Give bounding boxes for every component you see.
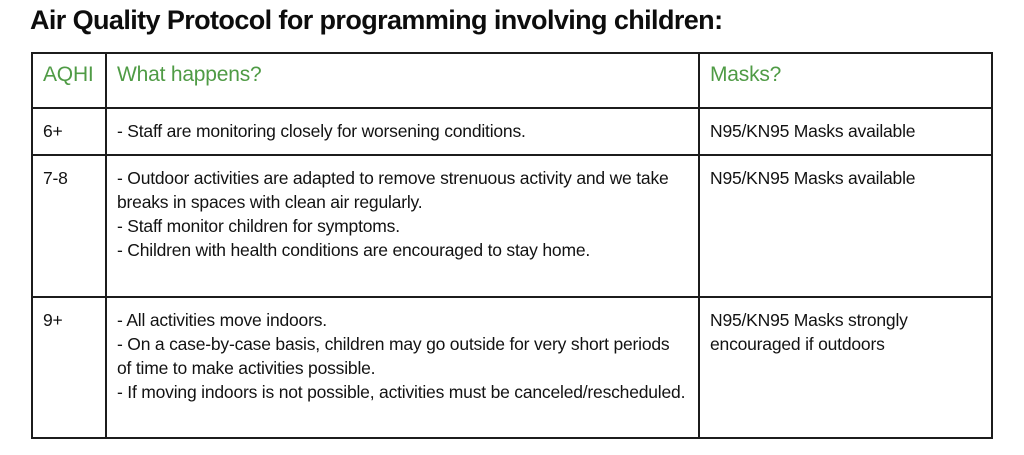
table-header-row: AQHI What happens? Masks?: [31, 52, 993, 109]
air-quality-table: AQHI What happens? Masks? 6+ - Staff are…: [31, 52, 993, 439]
table-row-aqhi-9plus: 9+ - All activities move indoors. - On a…: [31, 296, 993, 439]
bullet-item: - Outdoor activities are adapted to remo…: [117, 168, 669, 212]
header-masks: Masks?: [698, 52, 993, 109]
bullet-item: - On a case-by-case basis, children may …: [117, 334, 670, 378]
what-happens-cell: - All activities move indoors. - On a ca…: [105, 296, 700, 439]
what-happens-cell: - Staff are monitoring closely for worse…: [105, 107, 700, 156]
page-title: Air Quality Protocol for programming inv…: [30, 5, 723, 35]
masks-cell: N95/KN95 Masks available: [698, 154, 993, 298]
header-aqhi: AQHI: [31, 52, 107, 109]
bullet-item: - If moving indoors is not possible, act…: [117, 382, 686, 402]
masks-cell: N95/KN95 Masks strongly encouraged if ou…: [698, 296, 993, 439]
aqhi-value: 7-8: [31, 154, 107, 298]
table-row-aqhi-7-8: 7-8 - Outdoor activities are adapted to …: [31, 154, 993, 298]
bullet-item: - All activities move indoors.: [117, 310, 327, 330]
bullet-item: - Children with health conditions are en…: [117, 240, 591, 260]
what-happens-cell: - Outdoor activities are adapted to remo…: [105, 154, 700, 298]
aqhi-value: 6+: [31, 107, 107, 156]
aqhi-value: 9+: [31, 296, 107, 439]
header-what-happens: What happens?: [105, 52, 700, 109]
table-row-aqhi-6plus: 6+ - Staff are monitoring closely for wo…: [31, 107, 993, 156]
masks-cell: N95/KN95 Masks available: [698, 107, 993, 156]
bullet-item: - Staff monitor children for symptoms.: [117, 216, 400, 236]
bullet-item: - Staff are monitoring closely for worse…: [117, 121, 526, 141]
